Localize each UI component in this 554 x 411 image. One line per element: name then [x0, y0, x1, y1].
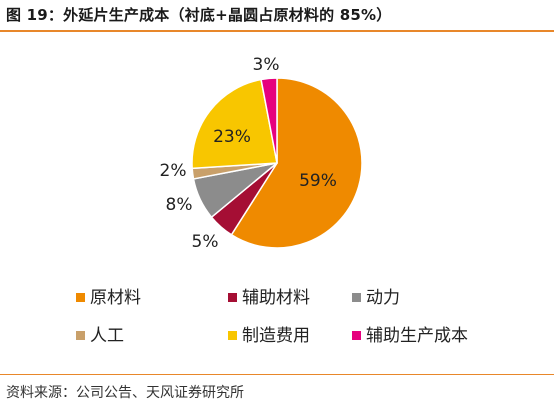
legend-swatch-3	[352, 293, 361, 302]
pie-labels: 59% 5% 8% 2% 23% 3%	[160, 55, 337, 252]
pie-slice-1	[230, 77, 363, 249]
legend-label-5: 制造费用	[242, 326, 310, 346]
data-label-1: 59%	[299, 171, 337, 191]
data-label-4: 2%	[160, 161, 187, 181]
legend-item-6: 辅助生产成本	[352, 326, 468, 346]
legend-swatch-2	[228, 293, 237, 302]
pie-slice-6	[260, 77, 278, 164]
data-label-6: 3%	[253, 55, 280, 75]
legend-label-6: 辅助生产成本	[366, 326, 468, 346]
legend-item-2: 辅助材料	[228, 288, 310, 308]
legend-swatch-5	[228, 331, 237, 340]
pie-slices	[191, 77, 363, 249]
legend-label-3: 动力	[366, 288, 400, 308]
legend-item-1: 原材料	[76, 288, 141, 308]
data-label-2: 5%	[192, 232, 219, 252]
legend-label-1: 原材料	[90, 288, 141, 308]
legend-item-5: 制造费用	[228, 326, 310, 346]
legend-swatch-4	[76, 331, 85, 340]
figure-title: 图 19：外延片生产成本（衬底+晶圆占原材料的 85%）	[6, 6, 392, 24]
pie-slice-5	[191, 78, 278, 170]
legend-label-4: 人工	[90, 326, 124, 346]
legend-swatch-1	[76, 293, 85, 302]
data-label-5: 23%	[213, 127, 251, 147]
source-divider	[0, 374, 554, 375]
data-label-3: 8%	[166, 195, 193, 215]
legend-label-2: 辅助材料	[242, 288, 310, 308]
source-note: 资料来源：公司公告、天风证券研究所	[6, 385, 244, 401]
title-divider	[0, 30, 554, 32]
legend-item-4: 人工	[76, 326, 124, 346]
legend-swatch-6	[352, 331, 361, 340]
legend-item-3: 动力	[352, 288, 400, 308]
